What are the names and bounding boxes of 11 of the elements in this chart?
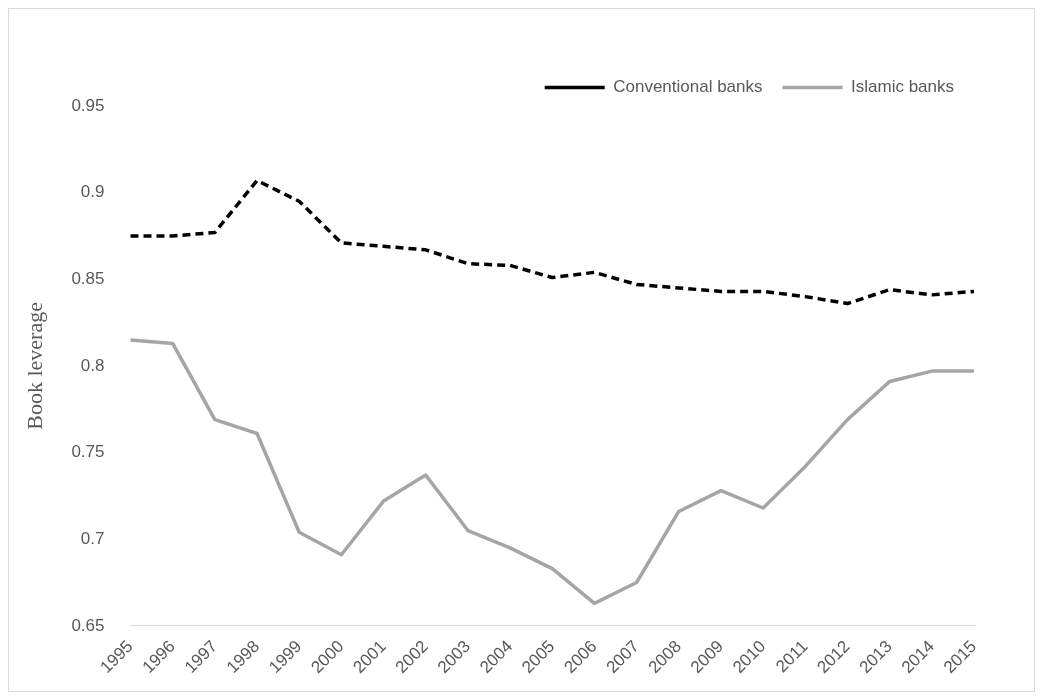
legend-label: Islamic banks (851, 77, 954, 97)
y-tick-label: 0.75 (71, 442, 105, 462)
y-tick-label: 0.9 (80, 182, 105, 202)
y-tick-label: 0.7 (80, 528, 105, 548)
legend-label: Conventional banks (613, 77, 763, 97)
y-tick-label: 0.65 (71, 615, 105, 635)
line-series (128, 178, 976, 306)
y-axis-title: Book leverage (21, 302, 47, 430)
y-tick-label: 0.95 (71, 95, 105, 115)
y-tick-label: 0.85 (71, 268, 105, 288)
y-tick-label: 0.8 (80, 355, 105, 375)
